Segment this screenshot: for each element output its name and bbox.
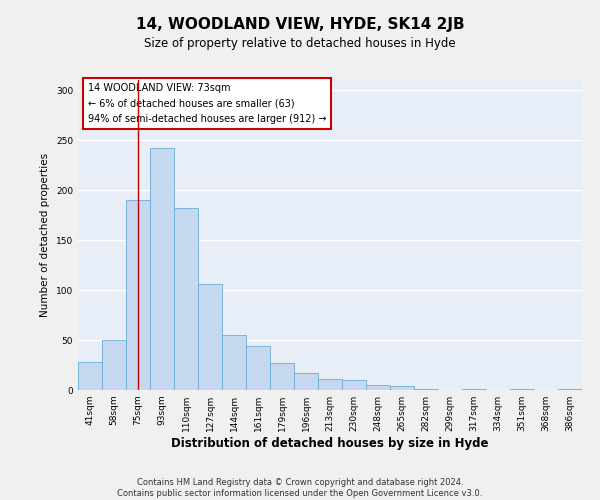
Bar bbox=[558, 389, 582, 390]
Bar bbox=[174, 208, 198, 390]
X-axis label: Distribution of detached houses by size in Hyde: Distribution of detached houses by size … bbox=[171, 437, 489, 450]
Text: 14, WOODLAND VIEW, HYDE, SK14 2JB: 14, WOODLAND VIEW, HYDE, SK14 2JB bbox=[136, 18, 464, 32]
Bar bbox=[102, 340, 126, 390]
Bar bbox=[198, 284, 222, 390]
Bar bbox=[126, 200, 150, 390]
Bar bbox=[390, 386, 414, 390]
Bar bbox=[150, 148, 174, 390]
Text: Size of property relative to detached houses in Hyde: Size of property relative to detached ho… bbox=[144, 38, 456, 51]
Bar bbox=[246, 346, 270, 390]
Bar bbox=[318, 379, 342, 390]
Text: 14 WOODLAND VIEW: 73sqm
← 6% of detached houses are smaller (63)
94% of semi-det: 14 WOODLAND VIEW: 73sqm ← 6% of detached… bbox=[88, 83, 326, 124]
Bar bbox=[294, 373, 318, 390]
Bar bbox=[78, 362, 102, 390]
Bar bbox=[270, 363, 294, 390]
Bar bbox=[414, 389, 438, 390]
Bar bbox=[510, 389, 534, 390]
Bar bbox=[222, 335, 246, 390]
Bar bbox=[342, 380, 366, 390]
Y-axis label: Number of detached properties: Number of detached properties bbox=[40, 153, 50, 317]
Bar bbox=[462, 389, 486, 390]
Bar bbox=[366, 385, 390, 390]
Text: Contains HM Land Registry data © Crown copyright and database right 2024.
Contai: Contains HM Land Registry data © Crown c… bbox=[118, 478, 482, 498]
